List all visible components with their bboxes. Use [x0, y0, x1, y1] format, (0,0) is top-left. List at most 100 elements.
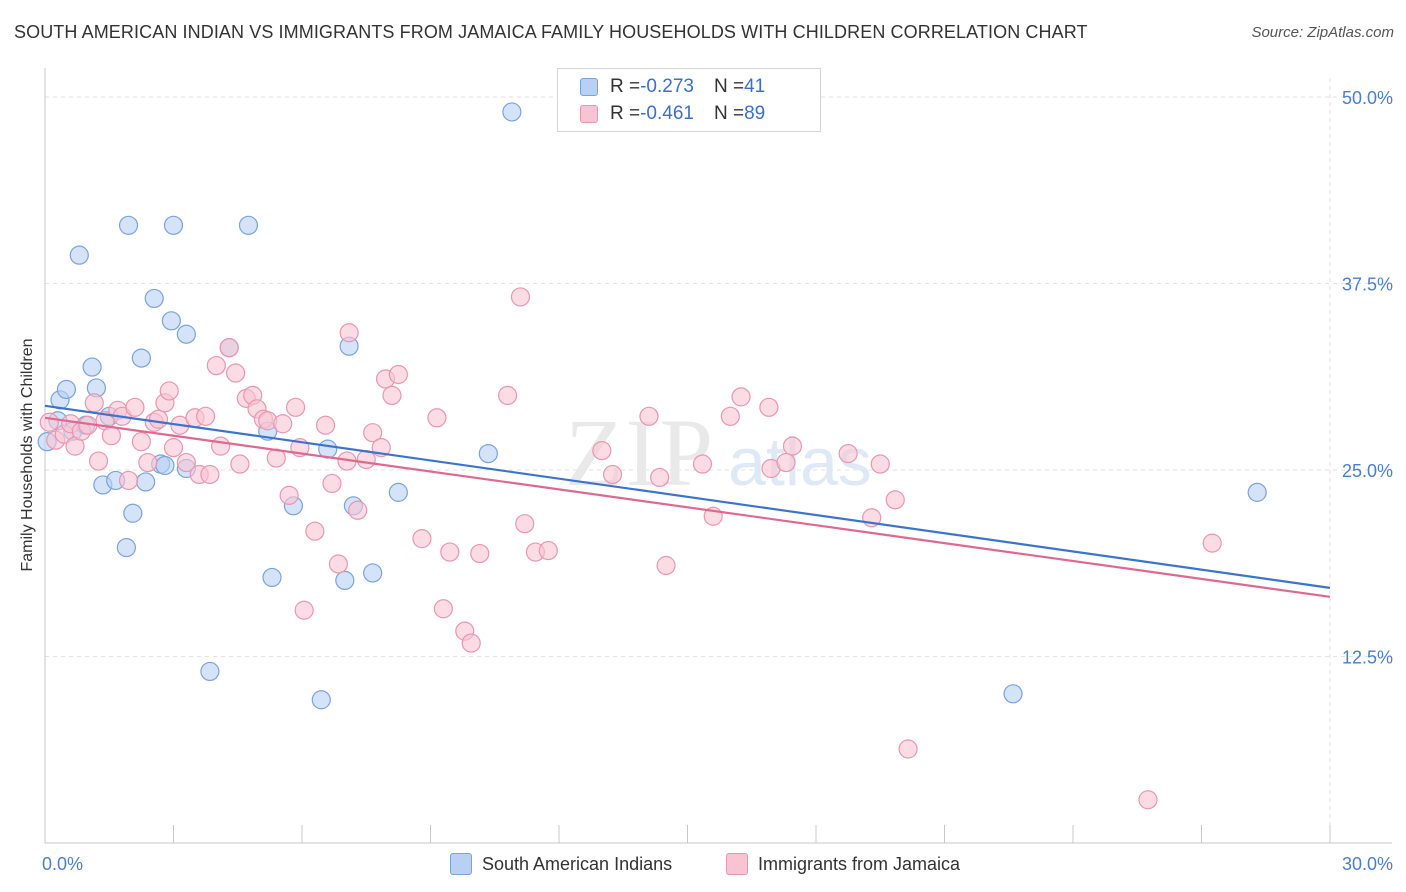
south-american-indians-point — [144, 288, 164, 309]
tick-label-layer: 12.5% 25.0% 37.5% 50.0% 0.0% 30.0% — [42, 88, 1393, 874]
trend-layer — [44, 404, 1331, 598]
south-american-indians-point — [335, 570, 355, 591]
jamaica-point — [101, 426, 121, 446]
jamaica-point — [885, 490, 905, 510]
trend-line-south-american-indians — [44, 404, 1331, 589]
jamaica-point — [131, 432, 151, 452]
jamaica-point — [782, 436, 803, 456]
jamaica-point — [515, 514, 535, 534]
jamaica-point — [339, 323, 359, 343]
jamaica-point — [138, 452, 158, 473]
y-tick-label: 37.5% — [1342, 275, 1393, 295]
legend-label: South American Indians — [482, 853, 673, 874]
jamaica-point — [1138, 790, 1158, 810]
trend-line-immigrants-from-jamaica — [44, 416, 1331, 598]
south-american-indians-point — [123, 503, 143, 523]
source-label: Source: ZipAtlas.com — [1251, 24, 1394, 41]
jamaica-point — [273, 414, 293, 434]
jamaica-point — [498, 385, 518, 405]
stats-row-immigrants-from-jamaica: R = -0.461 N = 89 — [580, 101, 765, 127]
south-american-indians-point — [478, 443, 498, 464]
jamaica-point — [219, 338, 239, 358]
south-american-indians-point — [161, 311, 181, 331]
legend-pink-swatch — [726, 853, 748, 875]
jamaica-point — [388, 364, 408, 385]
jamaica-point — [163, 438, 184, 458]
jamaica-point — [39, 412, 59, 432]
jamaica-point — [427, 408, 447, 428]
r-label: R = — [610, 103, 641, 124]
jamaica-point — [84, 393, 104, 413]
south-american-indians-point — [82, 357, 102, 377]
jamaica-point — [470, 543, 490, 564]
r-value: -0.273 — [640, 76, 694, 97]
n-label: N = — [713, 103, 745, 124]
jamaica-point — [159, 381, 179, 401]
south-american-indians-point — [176, 324, 196, 344]
south-american-indians-point — [131, 348, 151, 368]
south-american-indians-point — [136, 472, 156, 492]
jamaica-point — [125, 397, 145, 417]
south-american-indians-point — [311, 690, 331, 710]
jamaica-point — [285, 397, 306, 417]
watermark-zip: ZIP — [565, 399, 715, 506]
jamaica-point — [226, 363, 246, 383]
jamaica-point — [592, 441, 612, 461]
jamaica-point — [639, 406, 659, 426]
jamaica-point — [731, 387, 751, 407]
jamaica-point — [382, 385, 402, 405]
jamaica-point — [440, 542, 460, 562]
jamaica-point — [118, 470, 139, 491]
south-american-indians-point — [155, 455, 175, 476]
jamaica-point — [294, 600, 314, 620]
legend-blue-swatch — [450, 853, 472, 875]
legend-item-south-american-indians[interactable]: South American Indians — [450, 850, 672, 878]
south-american-indians-point — [238, 215, 259, 235]
jamaica-point — [322, 473, 342, 494]
jamaica-point — [348, 500, 368, 520]
jamaica-point — [692, 454, 713, 474]
south-american-indians-point — [262, 567, 282, 588]
blue-swatch — [580, 78, 598, 96]
jamaica-point — [305, 521, 325, 541]
points-layer — [37, 102, 1267, 810]
south-american-indians-point — [363, 563, 383, 583]
y-tick-label: 50.0% — [1342, 88, 1393, 108]
pink-swatch — [580, 105, 598, 123]
jamaica-point — [898, 739, 918, 759]
south-american-indians-point — [1003, 684, 1023, 704]
n-value: 41 — [744, 76, 766, 97]
jamaica-point — [656, 555, 676, 576]
jamaica-point — [363, 423, 383, 443]
legend-item-immigrants-from-jamaica[interactable]: Immigrants from Jamaica — [726, 850, 960, 878]
jamaica-point — [461, 633, 481, 653]
jamaica-point — [538, 540, 558, 561]
south-american-indians-point — [163, 215, 184, 235]
jamaica-point — [602, 464, 623, 485]
jamaica-point — [1202, 533, 1222, 553]
stats-box: R = -0.273 N = 41 R = -0.461 N = 89 — [557, 68, 821, 132]
jamaica-point — [870, 454, 890, 474]
jamaica-point — [510, 287, 531, 307]
r-label: R = — [610, 76, 641, 97]
jamaica-point — [148, 409, 169, 429]
south-american-indians-point — [116, 537, 136, 558]
grid-layer — [45, 78, 1392, 843]
jamaica-point — [279, 485, 299, 505]
jamaica-point — [176, 452, 196, 473]
n-value: 89 — [744, 103, 766, 124]
chart-title: SOUTH AMERICAN INDIAN VS IMMIGRANTS FROM… — [14, 22, 1088, 42]
axis-layer — [44, 68, 1392, 844]
jamaica-point — [88, 451, 109, 471]
stats-row-south-american-indians: R = -0.273 N = 41 — [580, 74, 765, 100]
south-american-indians-point — [69, 245, 89, 265]
jamaica-point — [412, 529, 432, 549]
x-tick-label-max: 30.0% — [1342, 854, 1393, 874]
jamaica-point — [211, 436, 231, 456]
south-american-indians-point — [502, 102, 522, 122]
jamaica-point — [433, 599, 453, 619]
legend-label: Immigrants from Jamaica — [758, 853, 961, 874]
n-label: N = — [713, 76, 745, 97]
r-value: -0.461 — [640, 103, 694, 124]
